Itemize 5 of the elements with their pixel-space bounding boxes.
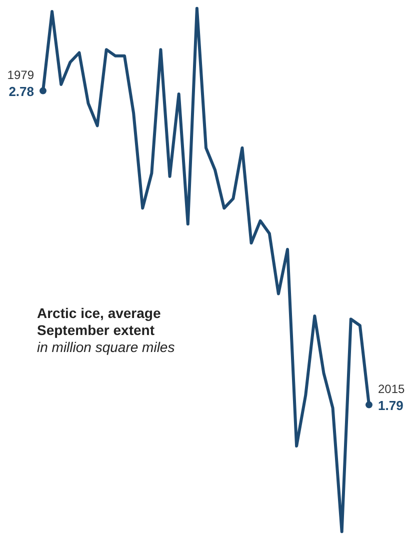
data-label: 1.79 <box>378 398 404 413</box>
text: in million square miles <box>37 339 175 355</box>
data-label: 2.78 <box>8 84 34 99</box>
text: 2015 <box>378 382 406 396</box>
text: 1979 <box>7 68 34 82</box>
